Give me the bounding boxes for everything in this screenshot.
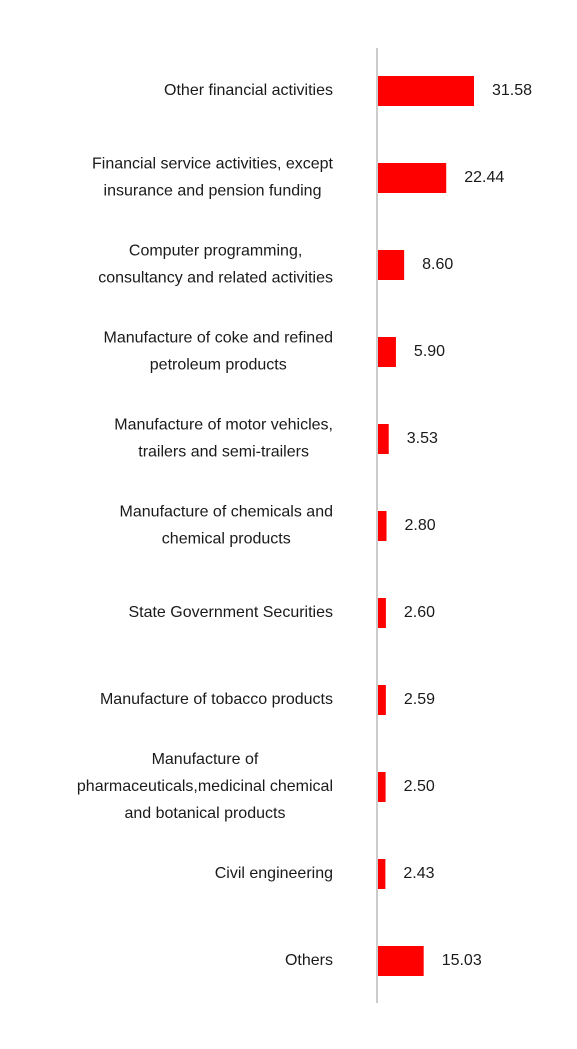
value-labels-group: 31.58 22.44 8.60 5.90 3.53 2.80 2.60 2.59 2.50 2.… [403, 82, 532, 969]
bar-value-label: 2.80 [405, 517, 436, 534]
bar [378, 250, 405, 280]
bars-group [378, 76, 474, 976]
bar [378, 772, 386, 802]
bar [378, 76, 474, 106]
category-label: Civil engineering [215, 865, 333, 882]
category-label-line: Financial service activities, except [92, 156, 334, 173]
category-label: Manufacture of coke and refined petroleum… [104, 330, 333, 374]
category-label-line: chemical products [162, 531, 291, 548]
bar-value-label: 15.03 [442, 952, 482, 969]
bar [378, 511, 387, 541]
bar [378, 859, 386, 889]
category-label: State Government Securities [128, 604, 333, 621]
category-label-line: Manufacture of chemicals and [120, 504, 333, 521]
category-label-line: consultancy and related activities [98, 270, 333, 287]
bar-value-label: 2.59 [404, 691, 435, 708]
category-label: Computer programming, consultancy and rel… [98, 243, 333, 287]
bar-value-label: 2.50 [404, 778, 435, 795]
category-label: Financial service activities, except insu… [92, 156, 334, 200]
bar [378, 337, 396, 367]
category-label-line: Manufacture of coke and refined [104, 330, 333, 347]
category-label: Manufacture of pharmaceuticals,medicinal … [77, 751, 333, 822]
category-label-line: Manufacture of tobacco products [100, 691, 333, 708]
category-label: Manufacture of motor vehicles, trailers a… [114, 417, 333, 461]
category-label-line: Manufacture of [152, 751, 259, 768]
bar [378, 163, 447, 193]
bar-value-label: 22.44 [464, 169, 504, 186]
bar-value-label: 5.90 [414, 343, 445, 360]
bar-value-label: 2.60 [404, 604, 435, 621]
category-label-line: trailers and semi-trailers [138, 444, 309, 461]
bar-value-label: 2.43 [403, 865, 434, 882]
category-label-line: insurance and pension funding [104, 183, 322, 200]
category-label-line: pharmaceuticals,medicinal chemical [77, 778, 333, 795]
category-label-line: Computer programming, [129, 243, 302, 260]
category-label-line: and botanical products [124, 805, 285, 822]
bar [378, 685, 386, 715]
category-label: Other financial activities [164, 82, 333, 99]
bar-value-label: 31.58 [492, 82, 532, 99]
category-label: Others [285, 952, 333, 969]
bar [378, 946, 424, 976]
bar [378, 598, 386, 628]
category-label-line: State Government Securities [128, 604, 333, 621]
category-label-line: Manufacture of motor vehicles, [114, 417, 333, 434]
category-label-line: Others [285, 952, 333, 969]
category-label: Manufacture of chemicals and chemical pro… [120, 504, 333, 548]
category-labels-group: Other financial activities Financial serv… [77, 82, 334, 969]
category-label-line: petroleum products [150, 357, 287, 374]
category-label-line: Other financial activities [164, 82, 333, 99]
bar-value-label: 3.53 [407, 430, 438, 447]
bar [378, 424, 389, 454]
category-label: Manufacture of tobacco products [100, 691, 333, 708]
bar-value-label: 8.60 [422, 256, 453, 273]
category-label-line: Civil engineering [215, 865, 333, 882]
